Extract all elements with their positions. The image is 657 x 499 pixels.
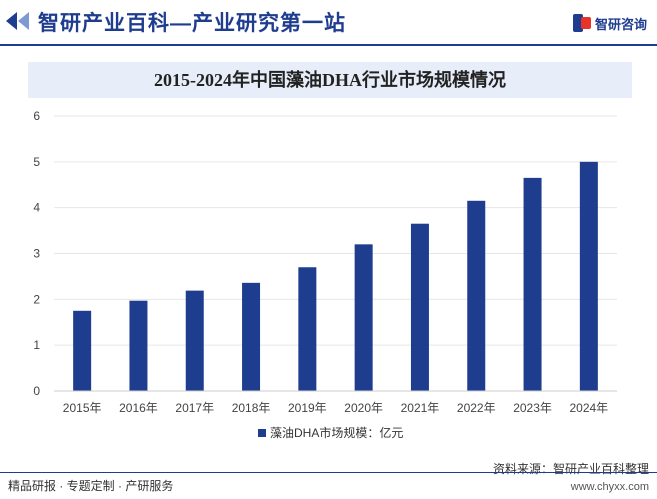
x-tick-label: 2022年 <box>457 401 496 415</box>
y-tick-label: 0 <box>33 384 40 398</box>
chart-title-band: 2015-2024年中国藻油DHA行业市场规模情况 <box>28 62 632 98</box>
legend-label: 藻油DHA市场规模：亿元 <box>270 425 403 440</box>
bar <box>242 282 261 391</box>
x-tick-label: 2021年 <box>401 401 440 415</box>
bar <box>73 310 92 391</box>
x-tick-label: 2019年 <box>288 401 327 415</box>
x-tick-label: 2024年 <box>569 401 608 415</box>
legend-swatch <box>258 429 266 437</box>
x-tick-label: 2023年 <box>513 401 552 415</box>
y-tick-label: 1 <box>33 338 40 352</box>
x-tick-label: 2018年 <box>232 401 271 415</box>
y-tick-label: 6 <box>33 109 40 123</box>
x-tick-label: 2017年 <box>175 401 214 415</box>
chevron-left-light-icon <box>18 12 29 30</box>
y-tick-label: 3 <box>33 247 40 261</box>
y-tick-label: 4 <box>33 201 40 215</box>
y-tick-label: 5 <box>33 155 40 169</box>
header-bar: 智研产业百科—产业研究第一站 智研咨询 <box>0 0 657 44</box>
y-tick-label: 2 <box>33 292 40 306</box>
chevron-left-icon <box>6 12 17 30</box>
bar <box>129 300 148 391</box>
footer-url[interactable]: www.chyxx.com <box>570 481 649 493</box>
bar <box>185 290 204 391</box>
chart-title: 2015-2024年中国藻油DHA行业市场规模情况 <box>154 70 506 90</box>
footer-divider <box>0 472 657 473</box>
site-title: 智研产业百科—产业研究第一站 <box>38 12 346 35</box>
x-tick-label: 2015年 <box>63 401 102 415</box>
bar <box>579 161 598 391</box>
brand-name: 智研咨询 <box>594 16 647 32</box>
bar <box>298 267 317 391</box>
bar <box>410 223 429 391</box>
footer-services: 精品研报 · 专题定制 · 产研服务 <box>8 479 174 493</box>
bar <box>354 244 373 391</box>
bar <box>467 200 486 391</box>
x-tick-label: 2016年 <box>119 401 158 415</box>
brand-logo-group[interactable]: 智研咨询 <box>572 12 647 34</box>
bar <box>523 177 542 391</box>
brand-logo-icon <box>572 14 591 32</box>
header-divider <box>0 44 657 46</box>
x-tick-label: 2020年 <box>344 401 383 415</box>
source-note: 资料来源：智研产业百科整理 <box>492 462 649 476</box>
